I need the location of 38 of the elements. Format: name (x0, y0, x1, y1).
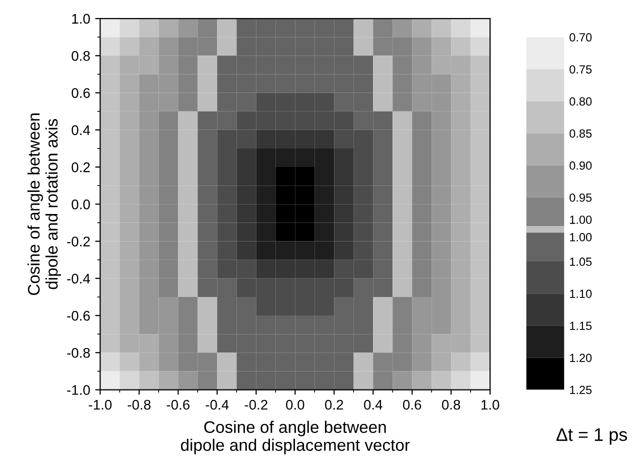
y-tick-label: 0.8 (72, 51, 90, 61)
y-tick-label: -0.2 (67, 236, 90, 246)
y-tick-label: 0.2 (72, 162, 90, 172)
y-tick-label: -0.4 (67, 274, 90, 284)
x-tick-label: 0.0 (286, 400, 304, 410)
x-tick-label: -0.2 (244, 400, 268, 410)
y-tick-label: 1.0 (72, 14, 90, 24)
color-bar-label: 1.15 (570, 322, 592, 330)
y-tick-label: 0.4 (72, 125, 90, 136)
color-bar-label: 0.85 (570, 129, 592, 138)
x-tick-label: 0.8 (442, 400, 460, 410)
color-bar-label: 1.05 (570, 258, 592, 266)
y-tick-label: -0.6 (67, 310, 90, 321)
y-axis-title: Cosine of angle between dipole and rotation axis (27, 114, 61, 296)
color-bar-label: 1.00 (570, 216, 592, 224)
color-bar-label: 0.80 (570, 97, 592, 106)
x-tick-label: 1.0 (481, 400, 500, 410)
x-axis-title: Cosine of angle between dipole and displacement vector (180, 420, 410, 454)
color-bar-label: 1.10 (570, 290, 592, 298)
color-bar-label: 0.90 (570, 161, 592, 170)
y-tick-label: -0.8 (67, 348, 90, 358)
color-bar-label: 1.00 (570, 232, 592, 242)
x-tick-label: -0.8 (128, 400, 151, 410)
y-tick-label: -1.0 (67, 385, 90, 395)
x-tick-label: -0.4 (206, 400, 229, 410)
x-tick-label: 0.4 (364, 400, 382, 410)
x-tick-label: -1.0 (88, 400, 112, 410)
y-tick-label: 0.6 (72, 88, 90, 98)
text: Δt = 1 ps (556, 428, 628, 445)
x-tick-label: -0.6 (166, 400, 190, 410)
color-bar-label: 1.25 (570, 386, 592, 394)
color-bar-label: 1.20 (570, 354, 592, 362)
color-bar-label: 0.75 (570, 65, 592, 74)
x-tick-label: 0.6 (402, 400, 422, 410)
y-tick-label: 0.0 (72, 199, 90, 210)
color-bar-label: 0.70 (570, 33, 592, 42)
color-bar-label: 0.95 (570, 193, 592, 202)
x-tick-label: 0.2 (325, 400, 344, 410)
